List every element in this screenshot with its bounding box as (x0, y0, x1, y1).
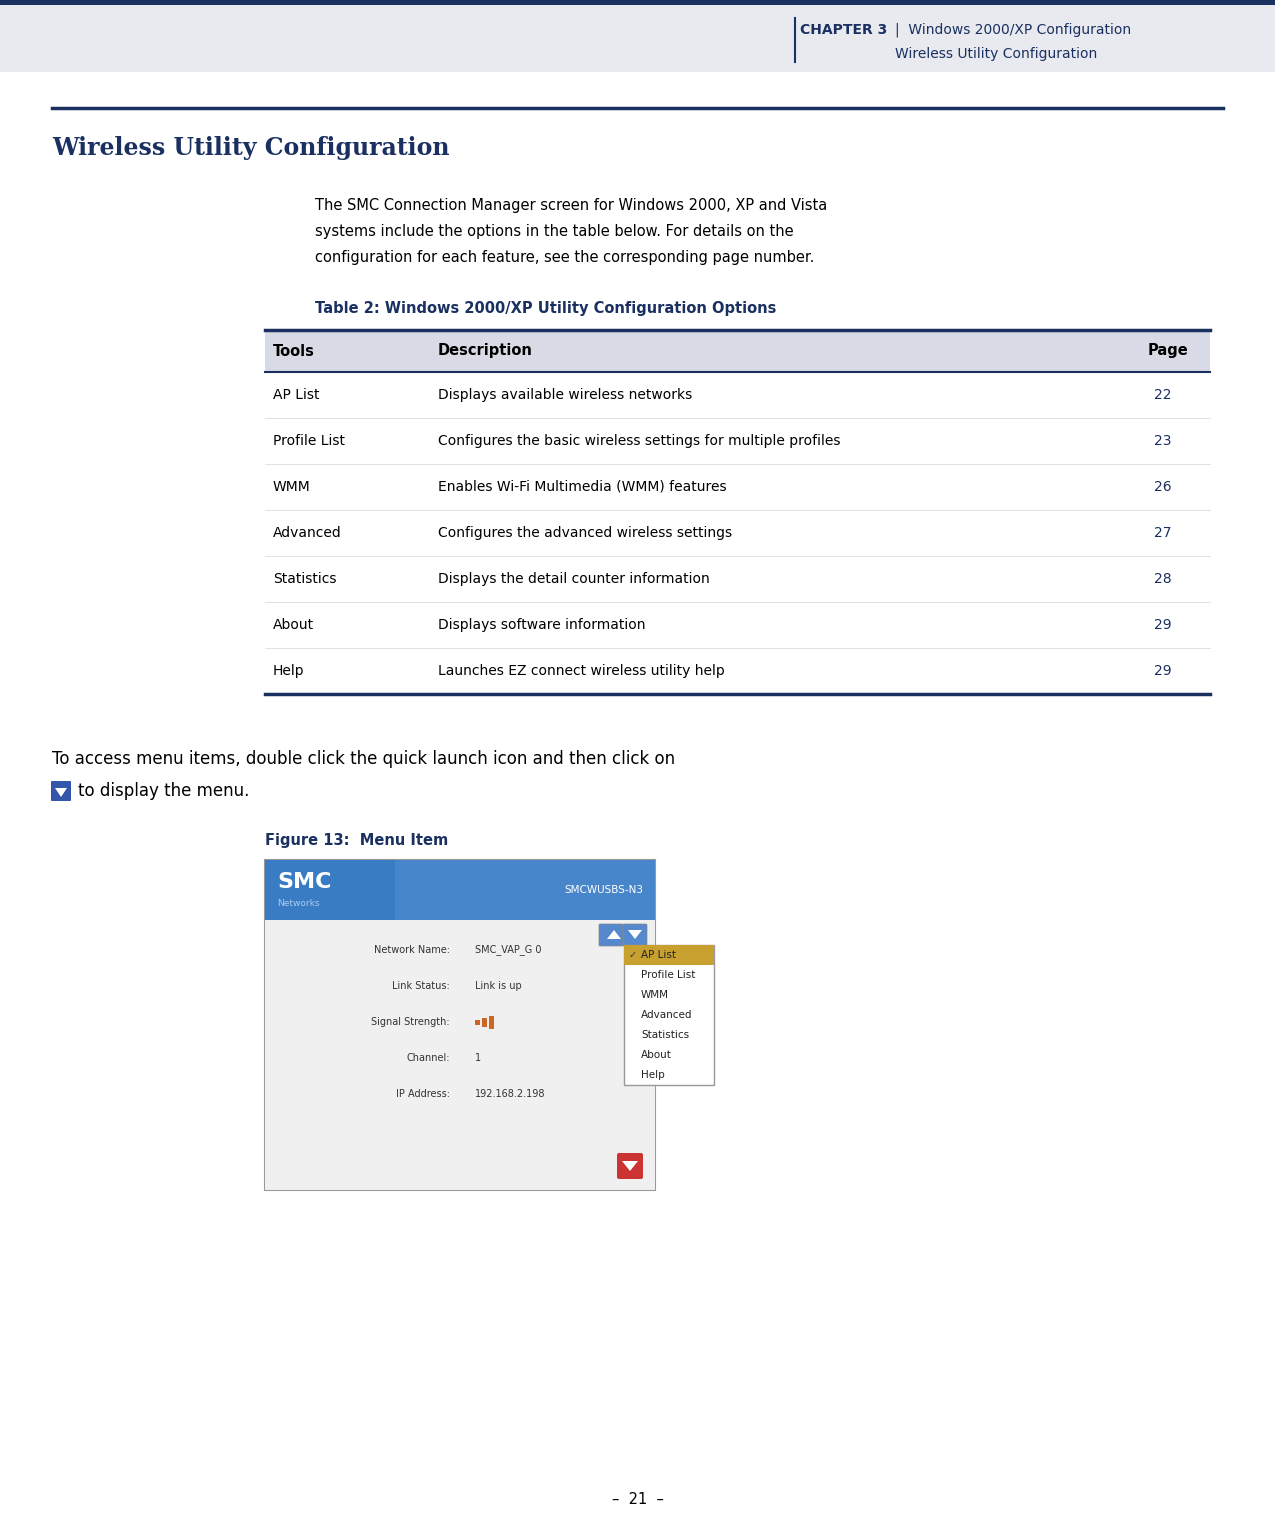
Text: CHAPTER 3: CHAPTER 3 (799, 23, 887, 37)
Text: Help: Help (273, 663, 305, 679)
Text: Help: Help (641, 1069, 664, 1080)
Text: WMM: WMM (273, 480, 311, 493)
Bar (265, 329, 1210, 372)
Text: systems include the options in the table below. For details on the: systems include the options in the table… (315, 224, 793, 239)
Text: IP Address:: IP Address: (397, 1089, 450, 1098)
Bar (490, 1016, 493, 1030)
FancyBboxPatch shape (599, 924, 623, 945)
Text: Configures the advanced wireless settings: Configures the advanced wireless setting… (439, 525, 732, 539)
Text: 23: 23 (1154, 434, 1172, 447)
Text: Page: Page (1148, 343, 1188, 358)
Text: |  Windows 2000/XP Configuration: | Windows 2000/XP Configuration (895, 23, 1131, 37)
Text: Launches EZ connect wireless utility help: Launches EZ connect wireless utility hel… (439, 663, 724, 679)
Text: Statistics: Statistics (273, 571, 337, 587)
Bar (265, 859, 655, 921)
Text: Advanced: Advanced (273, 525, 342, 539)
Text: Advanced: Advanced (641, 1010, 692, 1020)
Text: To access menu items, double click the quick launch icon and then click on: To access menu items, double click the q… (52, 751, 676, 768)
Text: SMCWUSBS-N3: SMCWUSBS-N3 (564, 885, 643, 895)
Text: Displays the detail counter information: Displays the detail counter information (439, 571, 710, 587)
Text: –  21  –: – 21 – (612, 1492, 663, 1507)
Text: Tools: Tools (273, 343, 315, 358)
Bar (482, 1017, 487, 1026)
Bar (0, 5, 1275, 72)
Text: 192.168.2.198: 192.168.2.198 (476, 1089, 546, 1098)
Bar (265, 859, 655, 1190)
Text: AP List: AP List (273, 388, 320, 401)
Text: Table 2: Windows 2000/XP Utility Configuration Options: Table 2: Windows 2000/XP Utility Configu… (315, 300, 776, 316)
Bar (476, 1020, 479, 1025)
Text: Wireless Utility Configuration: Wireless Utility Configuration (52, 136, 450, 159)
Text: SMC: SMC (277, 872, 332, 892)
Text: 26: 26 (1154, 480, 1172, 493)
Text: 27: 27 (1154, 525, 1172, 539)
Text: Figure 13:  Menu Item: Figure 13: Menu Item (265, 832, 449, 847)
Text: 28: 28 (1154, 571, 1172, 587)
Text: Description: Description (439, 343, 533, 358)
FancyBboxPatch shape (617, 1154, 643, 1180)
Text: Displays software information: Displays software information (439, 617, 645, 633)
Text: Displays available wireless networks: Displays available wireless networks (439, 388, 692, 401)
Text: Channel:: Channel: (407, 1052, 450, 1063)
Text: Network Name:: Network Name: (374, 945, 450, 954)
Text: Networks: Networks (277, 898, 320, 907)
Text: About: About (273, 617, 314, 633)
Text: 22: 22 (1154, 388, 1172, 401)
Text: Statistics: Statistics (641, 1030, 689, 1040)
Text: Link is up: Link is up (476, 980, 521, 991)
Polygon shape (607, 930, 621, 939)
Bar (623, 945, 714, 1085)
Bar (0, 0, 1275, 5)
Text: ✓: ✓ (629, 950, 638, 961)
Polygon shape (55, 787, 68, 797)
Bar (395, 859, 655, 921)
Polygon shape (622, 1161, 638, 1170)
Text: Profile List: Profile List (273, 434, 346, 447)
Text: Profile List: Profile List (641, 970, 695, 980)
FancyBboxPatch shape (623, 924, 646, 945)
Text: 29: 29 (1154, 617, 1172, 633)
Text: SMC_VAP_G 0: SMC_VAP_G 0 (476, 945, 542, 956)
Bar (265, 921, 655, 1190)
Text: AP List: AP List (641, 950, 676, 961)
Text: 29: 29 (1154, 663, 1172, 679)
Text: About: About (641, 1049, 672, 1060)
Text: Configures the basic wireless settings for multiple profiles: Configures the basic wireless settings f… (439, 434, 840, 447)
Text: configuration for each feature, see the corresponding page number.: configuration for each feature, see the … (315, 250, 815, 265)
Text: Link Status:: Link Status: (393, 980, 450, 991)
Text: to display the menu.: to display the menu. (78, 781, 250, 800)
Text: WMM: WMM (641, 990, 669, 1000)
Text: Signal Strength:: Signal Strength: (371, 1017, 450, 1026)
Text: 1: 1 (476, 1052, 481, 1063)
Bar (623, 945, 714, 965)
Text: Wireless Utility Configuration: Wireless Utility Configuration (895, 47, 1098, 61)
Text: Enables Wi-Fi Multimedia (WMM) features: Enables Wi-Fi Multimedia (WMM) features (439, 480, 727, 493)
FancyBboxPatch shape (51, 781, 71, 801)
Text: The SMC Connection Manager screen for Windows 2000, XP and Vista: The SMC Connection Manager screen for Wi… (315, 198, 827, 213)
Polygon shape (629, 930, 643, 939)
